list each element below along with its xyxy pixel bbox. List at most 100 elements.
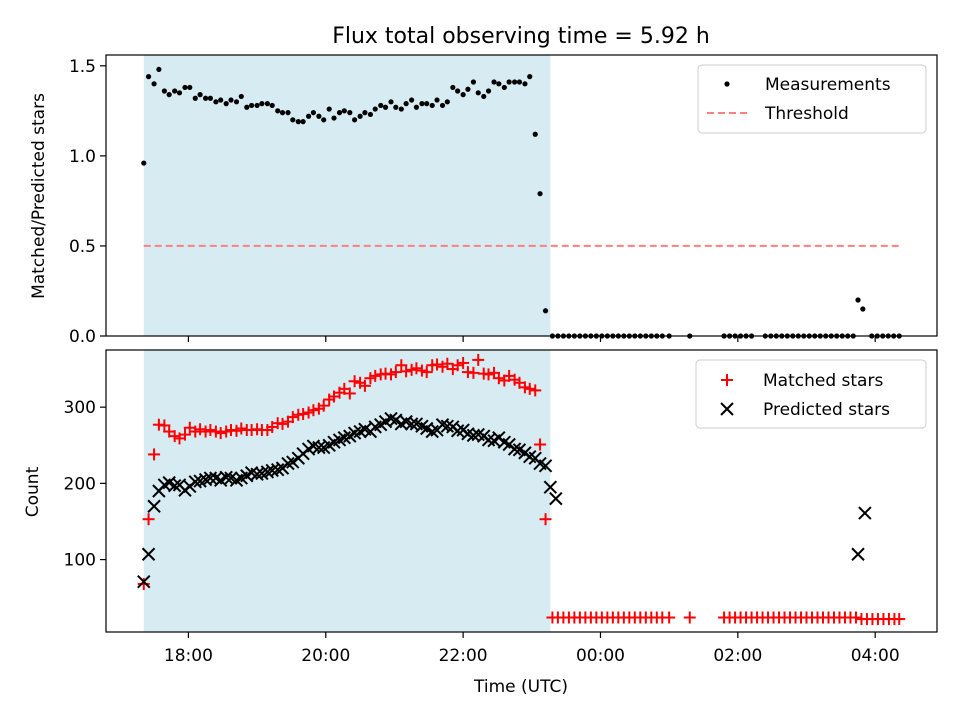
bottom-y-axis-ticks: 100 200 300 (64, 398, 106, 571)
measurement-point-14 (213, 99, 219, 105)
measurement-point-44 (367, 111, 374, 118)
matched-point-0 (137, 577, 150, 590)
measurement-point-29 (290, 117, 296, 123)
matched-point-50 (395, 359, 408, 372)
measurement-point-18 (233, 99, 240, 105)
measurement-point-6 (172, 88, 178, 94)
measurement-point-61 (455, 88, 461, 94)
measurement-point-64 (470, 79, 477, 85)
top-ytick-label-2: 1.0 (69, 147, 96, 167)
predicted-point-78 (538, 459, 553, 473)
measurement-point-19 (238, 93, 244, 100)
predicted-point-81 (851, 547, 865, 561)
measurement-point-47 (382, 104, 389, 110)
matched-point-41 (348, 375, 361, 388)
measurement-point-53 (413, 104, 420, 110)
measurement-point-51 (403, 101, 409, 107)
measurement-point-10 (192, 95, 198, 101)
legend-predicted-marker (720, 402, 734, 416)
measurement-point-55 (424, 101, 430, 107)
predicted-point-34 (312, 440, 326, 455)
measurement-point-78 (542, 308, 549, 314)
chart-title: Flux total observing time = 5.92 h (332, 24, 710, 49)
predicted-point-58 (435, 417, 450, 432)
matched-point-55 (420, 366, 433, 379)
measurement-point-8 (182, 84, 188, 91)
predicted-point-59 (440, 419, 455, 433)
measurement-point-50 (398, 106, 404, 112)
top-panel: 0.0 0.5 1.0 1.5 Matched/Predicted stars Mea… (29, 54, 938, 347)
matched-point-15 (214, 427, 227, 440)
predicted-point-25 (265, 463, 279, 478)
measurement-point-62 (460, 92, 466, 98)
measurement-point-4 (161, 88, 167, 94)
predicted-point-64 (466, 428, 481, 443)
top-legend-box (697, 64, 927, 134)
measurement-point-49 (393, 104, 399, 110)
measurement-point-67 (485, 88, 492, 94)
measurement-point-28 (285, 110, 291, 116)
predicted-point-28 (281, 456, 295, 471)
matched-point-45 (369, 369, 382, 382)
matched-point-2 (148, 448, 161, 461)
xtick-label-0: 18:00 (164, 646, 213, 666)
legend-matched-label: Matched stars (763, 371, 883, 391)
bottom-panel: 100 200 300 18:00 20:00 22:00 00:00 02:00 04:00… (23, 349, 938, 697)
measurement-point-3 (156, 66, 162, 73)
predicted-point-1 (141, 547, 156, 561)
measurement-point-45 (372, 106, 378, 112)
matched-point-77 (534, 438, 547, 451)
measurement-point-9 (187, 84, 193, 91)
measurement-point-12 (202, 95, 209, 101)
matched-point-4 (158, 419, 171, 432)
matched-point-61 (451, 359, 464, 372)
measurement-point-71 (506, 79, 512, 85)
matched-point-75 (523, 382, 536, 395)
matched-point-67 (482, 368, 495, 381)
predicted-point-61 (450, 424, 465, 438)
predicted-point-52 (404, 417, 419, 431)
legend-threshold-label: Threshold (764, 104, 849, 124)
legend-matched-marker (721, 374, 733, 386)
matched-point-65 (472, 353, 485, 366)
measurement-point-65 (475, 90, 481, 96)
predicted-point-24 (260, 465, 275, 479)
measurement-point-2 (151, 81, 157, 87)
measurement-point-73 (516, 79, 523, 85)
bottom-axes-frame (105, 349, 938, 633)
xtick-label-5: 04:00 (851, 646, 900, 666)
matched-stars-series (137, 353, 906, 626)
measurement-point-41 (352, 117, 358, 123)
measurement-point-126 (860, 306, 866, 312)
measurement-point-57 (434, 97, 440, 103)
measurement-point-76 (532, 131, 538, 137)
predicted-point-16 (219, 470, 233, 484)
measurement-point-15 (218, 97, 224, 103)
top-ytick-label-3: 1.5 (69, 57, 96, 77)
xtick-label-1: 20:00 (301, 646, 350, 666)
predicted-point-79 (543, 480, 558, 494)
measurement-point-31 (300, 119, 306, 125)
legend-measurements-marker (724, 81, 730, 87)
matched-point-59 (441, 357, 454, 370)
matched-point-134 (893, 613, 906, 626)
bottom-legend: Matched stars Predicted stars (695, 359, 927, 429)
measurement-point-68 (491, 79, 497, 85)
measurement-point-70 (501, 84, 507, 91)
predicted-point-2 (147, 499, 161, 513)
predicted-point-72 (507, 442, 522, 456)
xtick-label-4: 02:00 (713, 646, 762, 666)
matched-point-51 (400, 365, 413, 378)
predicted-point-0 (137, 574, 151, 589)
measurement-point-46 (378, 102, 384, 109)
measurement-point-74 (522, 81, 528, 87)
measurement-point-75 (527, 74, 533, 80)
matched-point-69 (492, 372, 505, 385)
matched-point-27 (276, 417, 289, 430)
measurement-point-26 (275, 108, 281, 114)
measurement-point-77 (537, 191, 543, 197)
matched-point-126 (849, 611, 862, 624)
matched-point-78 (539, 513, 552, 526)
top-y-axis-ticks: 0.0 0.5 1.0 1.5 (69, 57, 106, 347)
